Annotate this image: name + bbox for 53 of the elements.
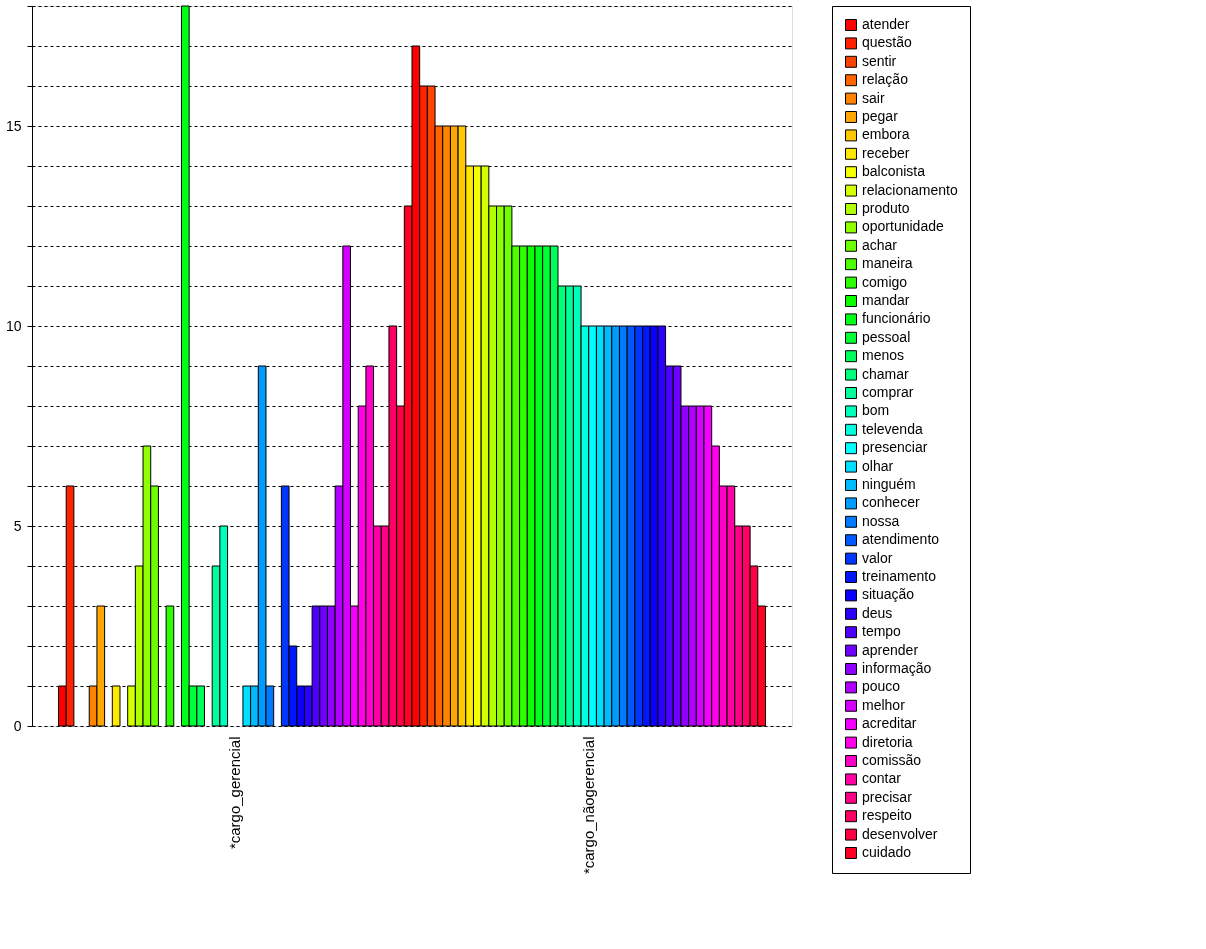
legend-label: receber xyxy=(862,144,910,161)
legend-label: situação xyxy=(862,586,915,603)
legend-label: balconista xyxy=(862,163,926,180)
legend-label: melhor xyxy=(862,696,906,713)
legend-label: relação xyxy=(862,71,909,88)
bar xyxy=(165,605,175,727)
legend-label: mandar xyxy=(862,292,910,308)
legend-label: embora xyxy=(862,126,910,143)
y-tick-label: 5 xyxy=(13,517,22,534)
legend-label: questão xyxy=(862,34,913,51)
legend-label: comprar xyxy=(862,384,914,400)
legend-label: chamar xyxy=(862,365,910,382)
legend-label: contar xyxy=(862,770,902,787)
legend-label: precisar xyxy=(862,788,913,805)
legend-label: aprender xyxy=(862,641,919,658)
legend-label: oportunidade xyxy=(862,218,944,235)
legend-label: treinamento xyxy=(862,568,937,584)
legend-label: televenda xyxy=(862,420,923,437)
legend-label: bom xyxy=(862,402,890,419)
legend-label: sair xyxy=(862,89,885,106)
legend-label: atender xyxy=(862,16,910,32)
legend-label: menos xyxy=(862,347,905,364)
legend-label: pouco xyxy=(862,678,901,695)
legend-label: pessoal xyxy=(862,328,911,345)
legend-label: pegar xyxy=(862,108,899,124)
legend-label: nossa xyxy=(862,512,900,529)
legend-label: diretoria xyxy=(862,733,913,750)
legend-label: produto xyxy=(862,200,910,216)
legend-label: sentir xyxy=(862,52,897,69)
legend-label: comissão xyxy=(862,752,922,768)
legend-label: maneira xyxy=(862,255,913,272)
legend-label: funcionário xyxy=(862,310,931,327)
legend-label: cuidado xyxy=(862,844,912,860)
legend-label: tempo xyxy=(862,623,902,640)
legend-label: achar xyxy=(862,236,898,253)
legend-label: atendimento xyxy=(862,531,940,548)
legend-label: ninguém xyxy=(862,476,916,492)
y-tick-label: 10 xyxy=(5,317,22,334)
y-tick-label: 0 xyxy=(13,717,22,734)
legend-label: presenciar xyxy=(862,439,928,456)
legend-label: olhar xyxy=(862,457,894,474)
legend-label: deus xyxy=(862,604,893,621)
legend-label: respeito xyxy=(862,807,913,824)
legend-label: relacionamento xyxy=(862,181,958,198)
legend-label: desenvolver xyxy=(862,825,938,842)
legend-label: informação xyxy=(862,660,932,676)
legend-label: comigo xyxy=(862,273,908,290)
legend-label: conhecer xyxy=(862,494,920,511)
x-tick-label: *cargo_nãogerencial xyxy=(579,736,597,875)
legend-label: valor xyxy=(862,549,893,566)
y-tick-label: 15 xyxy=(5,117,22,134)
x-tick-label: *cargo_gerencial xyxy=(226,736,244,850)
legend-label: acreditar xyxy=(862,715,917,732)
